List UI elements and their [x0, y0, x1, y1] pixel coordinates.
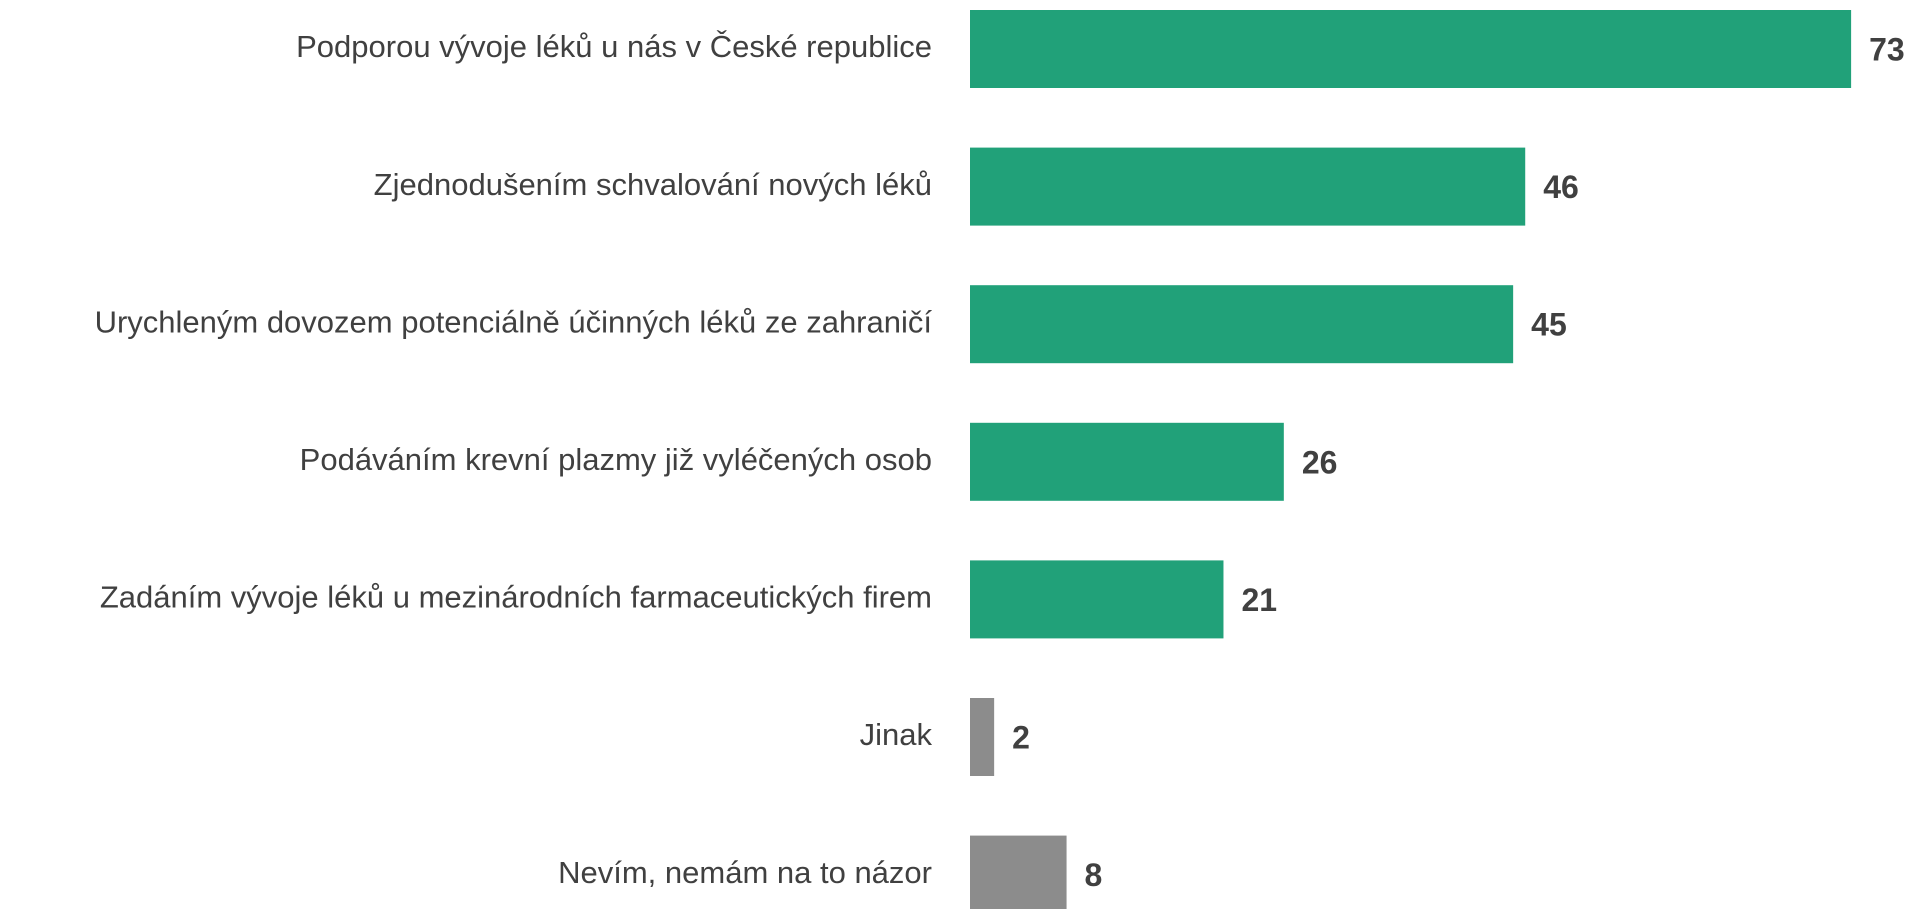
- bar: [970, 285, 1514, 364]
- value-label: 73: [1869, 31, 1905, 67]
- category-label: Jinak: [860, 717, 933, 752]
- value-label: 26: [1302, 444, 1338, 480]
- bar: [970, 147, 1526, 226]
- bar: [970, 560, 1224, 639]
- category-label: Urychleným dovozem potenciálně účinných …: [95, 304, 933, 339]
- value-label: 8: [1085, 857, 1103, 893]
- category-label: Podáváním krevní plazmy již vyléčených o…: [300, 442, 932, 477]
- category-label: Zadáním vývoje léků u mezinárodních farm…: [100, 580, 932, 615]
- value-label: 45: [1531, 307, 1567, 343]
- category-label: Zjednodušením schvalování nových léků: [374, 167, 932, 202]
- category-label: Podporou vývoje léků u nás v České repub…: [296, 29, 932, 64]
- bar: [970, 698, 995, 776]
- bar: [970, 835, 1067, 909]
- category-label: Nevím, nemám na to názor: [558, 855, 932, 890]
- bar: [970, 10, 1852, 88]
- bar: [970, 422, 1284, 501]
- value-label: 2: [1012, 719, 1030, 755]
- value-label: 46: [1543, 169, 1579, 205]
- value-label: 21: [1241, 582, 1277, 618]
